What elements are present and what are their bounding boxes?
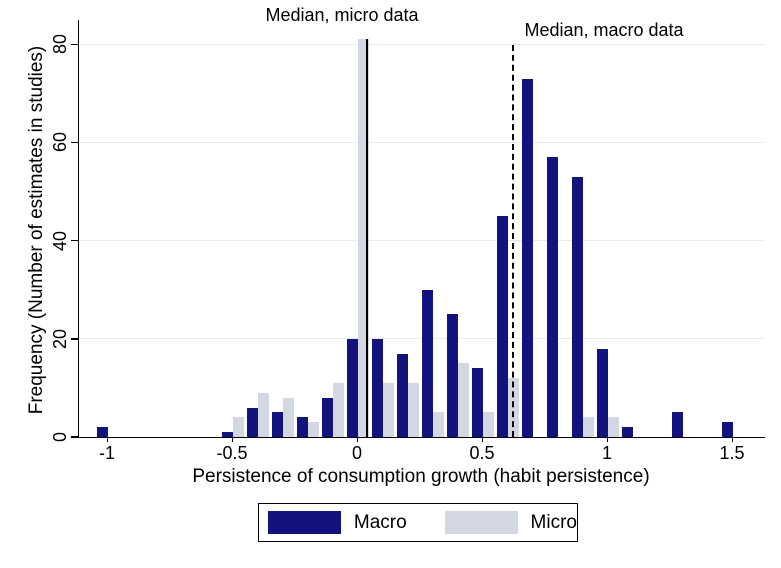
y-tickmark [71,43,78,45]
micro-median-line [365,39,368,437]
legend-swatch-micro [444,511,518,534]
bar-macro [572,177,583,437]
bar-micro [308,422,319,437]
y-tickmark [71,338,78,340]
bar-micro [608,417,619,437]
bar-macro [672,412,683,437]
bar-macro [622,427,633,437]
x-tick-label: 1.5 [719,443,745,463]
x-tickmark [357,437,359,442]
bar-macro [447,314,458,437]
bar-macro [222,432,233,437]
bar-macro [347,339,358,437]
bar-macro [272,412,283,437]
x-tickmark [482,437,484,442]
legend: Macro Micro [258,503,578,542]
bar-micro [358,39,369,437]
bar-micro [483,412,494,437]
y-tick-label: 80 [50,34,70,55]
x-tick-label: -1 [98,443,115,463]
micro-median-annotation: Median, micro data [265,5,419,25]
bar-macro [497,216,508,437]
y-tickmark [71,436,78,438]
bar-micro [408,383,419,437]
bar-macro [597,349,608,437]
y-tick-label: 60 [50,132,70,153]
bar-macro [297,417,308,437]
macro-median-annotation: Median, macro data [524,20,684,40]
bar-micro [433,412,444,437]
bar-macro [372,339,383,437]
bar-micro [283,398,294,437]
bar-micro [458,363,469,437]
x-tickmark [232,437,234,442]
x-tickmark [607,437,609,442]
y-axis-title: Frequency (Number of estimates in studie… [26,45,47,415]
x-tick-label: -0.5 [216,443,248,463]
bar-macro [322,398,333,437]
x-tickmark [107,437,109,442]
bar-micro [233,417,244,437]
bar-macro [472,368,483,437]
y-tickmark [71,141,78,144]
y-tickmark [71,239,78,242]
x-tick-label: 0.5 [469,443,495,463]
bar-macro [722,422,733,437]
y-tick-label: 0 [50,432,70,443]
x-axis-title: Persistence of consumption growth (habit… [192,466,650,487]
bar-micro [583,417,594,437]
legend-swatch-macro [268,511,341,534]
macro-median-line [512,45,514,437]
bar-macro [97,427,108,437]
gridline [79,43,765,45]
legend-label-micro: Micro [530,511,577,533]
plot-area [78,20,765,438]
y-tick-label: 40 [50,230,70,251]
bar-macro [522,79,533,437]
x-tick-label: 1 [601,443,612,463]
x-tick-label: 0 [351,443,362,463]
x-tickmark [732,437,734,442]
bar-micro [258,393,269,437]
bar-macro [397,354,408,437]
bar-macro [247,408,258,437]
bar-micro [333,383,344,437]
gridline [79,240,765,242]
bar-macro [547,157,558,437]
bar-micro [383,383,394,437]
y-tick-label: 20 [50,328,70,349]
bar-macro [422,290,433,437]
gridline [79,141,765,143]
legend-label-macro: Macro [353,511,407,533]
